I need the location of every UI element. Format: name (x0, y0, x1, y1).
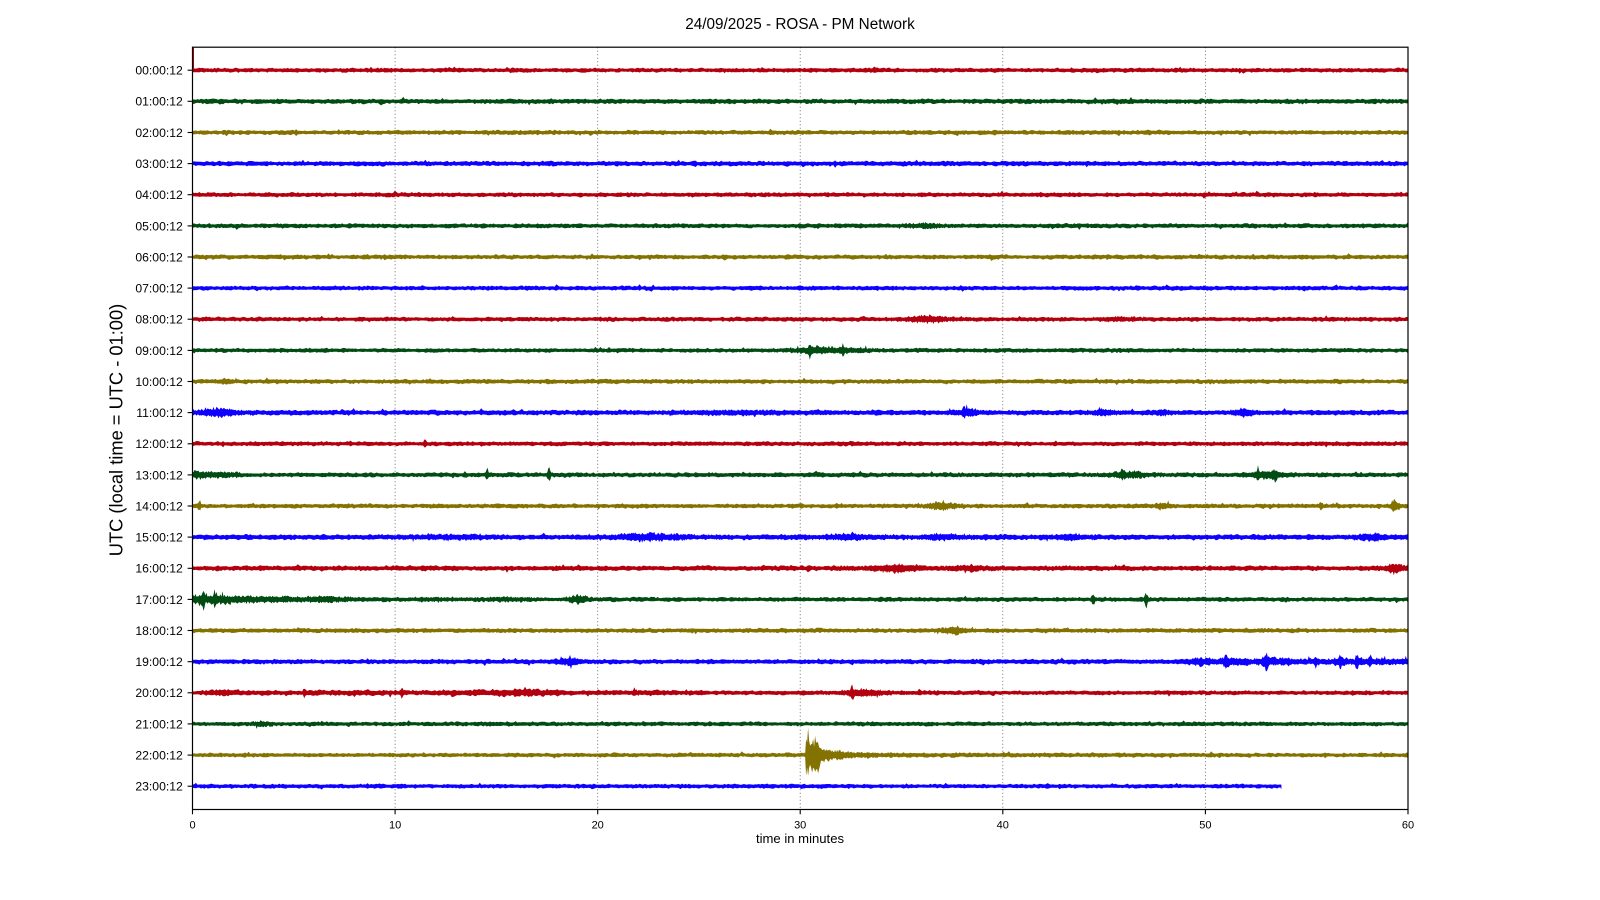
svg-text:40: 40 (997, 819, 1009, 831)
svg-text:24/09/2025 - ROSA - PM Network: 24/09/2025 - ROSA - PM Network (685, 16, 915, 33)
svg-text:50: 50 (1199, 819, 1211, 831)
svg-text:22:00:12: 22:00:12 (135, 749, 183, 763)
svg-text:05:00:12: 05:00:12 (135, 219, 183, 233)
svg-text:23:00:12: 23:00:12 (135, 780, 183, 794)
svg-text:15:00:12: 15:00:12 (135, 531, 183, 545)
svg-text:60: 60 (1402, 819, 1414, 831)
svg-text:time in minutes: time in minutes (756, 831, 845, 846)
svg-text:10: 10 (389, 819, 401, 831)
svg-text:0: 0 (189, 819, 195, 831)
svg-text:30: 30 (794, 819, 806, 831)
svg-text:20: 20 (592, 819, 604, 831)
svg-text:18:00:12: 18:00:12 (135, 624, 183, 638)
svg-text:17:00:12: 17:00:12 (135, 593, 183, 607)
svg-text:13:00:12: 13:00:12 (135, 468, 183, 482)
svg-text:00:00:12: 00:00:12 (135, 64, 183, 78)
svg-text:07:00:12: 07:00:12 (135, 282, 183, 296)
svg-text:19:00:12: 19:00:12 (135, 655, 183, 669)
svg-text:10:00:12: 10:00:12 (135, 375, 183, 389)
svg-text:UTC (local time = UTC - 01:00): UTC (local time = UTC - 01:00) (105, 304, 126, 556)
svg-text:01:00:12: 01:00:12 (135, 95, 183, 109)
svg-text:20:00:12: 20:00:12 (135, 686, 183, 700)
svg-text:06:00:12: 06:00:12 (135, 250, 183, 264)
svg-text:12:00:12: 12:00:12 (135, 437, 183, 451)
svg-text:14:00:12: 14:00:12 (135, 499, 183, 513)
svg-text:04:00:12: 04:00:12 (135, 188, 183, 202)
svg-text:11:00:12: 11:00:12 (136, 406, 183, 420)
svg-text:08:00:12: 08:00:12 (135, 313, 183, 327)
svg-text:16:00:12: 16:00:12 (135, 562, 183, 576)
svg-text:21:00:12: 21:00:12 (135, 717, 183, 731)
svg-text:02:00:12: 02:00:12 (135, 126, 183, 140)
svg-text:09:00:12: 09:00:12 (135, 344, 183, 358)
svg-text:03:00:12: 03:00:12 (135, 157, 183, 171)
